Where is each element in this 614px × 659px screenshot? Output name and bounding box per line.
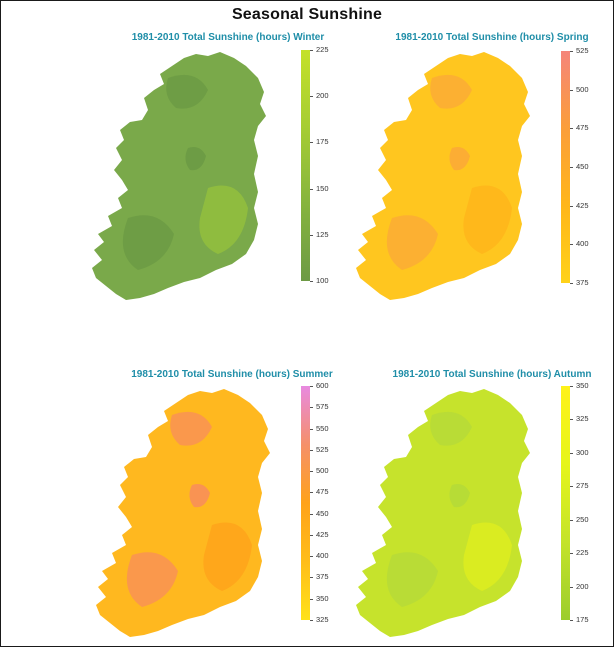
legend-tick-label: 175 — [576, 615, 589, 624]
legend-tick-mark — [310, 556, 313, 558]
legend-tick-label: 350 — [316, 593, 329, 603]
ireland-map-spring — [356, 52, 530, 300]
legend-tick-mark — [570, 586, 573, 588]
legend-tick-label: 500 — [316, 466, 329, 476]
legend-tick-mark — [570, 386, 573, 387]
legend-tick-label: 100 — [316, 276, 329, 285]
legend-tick-mark — [310, 50, 313, 51]
panel-summer: 1981-2010 Total Sunshine (hours) Summer … — [92, 369, 382, 659]
panel-winter: 1981-2010 Total Sunshine (hours) Winter … — [88, 32, 378, 322]
lough-neagh-region — [185, 147, 206, 171]
map-shading-region — [430, 74, 472, 109]
panel-title-spring: 1981-2010 Total Sunshine (hours) Spring — [395, 32, 589, 43]
legend-tick-label: 425 — [316, 529, 329, 539]
legend-tick-mark — [310, 471, 313, 473]
legend-tick-label: 175 — [316, 137, 329, 147]
panel-autumn: 1981-2010 Total Sunshine (hours) Autumn … — [352, 369, 614, 659]
legend-tick-mark — [310, 598, 313, 600]
legend-tick-label: 350 — [576, 381, 589, 390]
legend-tick-label: 450 — [576, 162, 589, 171]
map-shading-region — [386, 552, 438, 607]
map-shading-region — [166, 74, 208, 109]
legend-tick-label: 375 — [576, 278, 589, 287]
legend-tick-label: 500 — [576, 84, 589, 94]
legend-tick-mark — [310, 234, 313, 236]
legend-tick-mark — [570, 244, 573, 246]
legend-tick-mark — [570, 519, 573, 521]
legend-tick-label: 425 — [576, 200, 589, 210]
legend-tick-mark — [570, 452, 573, 454]
legend-tick-mark — [570, 167, 573, 168]
panel-title-summer: 1981-2010 Total Sunshine (hours) Summer — [131, 369, 333, 380]
legend-tick-label: 375 — [316, 572, 329, 582]
legend-tick-label: 300 — [576, 447, 589, 457]
legend-tick-mark — [570, 620, 573, 621]
ireland-map-autumn — [356, 389, 530, 637]
legend-tick-label: 475 — [576, 123, 589, 133]
legend-tick-mark — [310, 492, 313, 494]
legend-tick-mark — [310, 513, 313, 515]
legend-tick-mark — [310, 534, 313, 536]
legend-tick-label: 275 — [576, 481, 589, 491]
map-shading-region — [122, 215, 174, 270]
legend-tick-label: 400 — [576, 239, 589, 249]
legend-tick-label: 200 — [316, 91, 329, 101]
legend-tick-label: 250 — [576, 514, 589, 524]
lough-neagh-region — [449, 147, 470, 171]
legend-tick-label: 525 — [576, 46, 589, 55]
legend-tick-mark — [570, 89, 573, 91]
legend-tick-label: 575 — [316, 402, 329, 412]
legend-bar-summer — [301, 386, 310, 620]
map-shading-region — [386, 215, 438, 270]
legend-tick-label: 225 — [316, 45, 329, 54]
legend-tick-mark — [310, 577, 313, 579]
legend-bar-spring — [561, 51, 570, 283]
ireland-map-summer — [96, 389, 270, 637]
legend-tick-mark — [310, 428, 313, 430]
panel-title-autumn: 1981-2010 Total Sunshine (hours) Autumn — [392, 369, 592, 380]
map-shading-region — [170, 411, 212, 446]
legend-tick-mark — [310, 386, 313, 387]
legend-tick-mark — [570, 51, 573, 52]
legend-tick-mark — [570, 419, 573, 421]
legend-tick-mark — [570, 553, 573, 555]
legend-tick-mark — [310, 142, 313, 144]
lough-neagh-region — [189, 484, 210, 508]
map-shading-region — [126, 552, 178, 607]
legend-tick-mark — [310, 188, 313, 190]
lough-neagh-region — [449, 484, 470, 508]
figure-title: Seasonal Sunshine — [231, 6, 383, 23]
legend-bar-winter — [301, 50, 310, 281]
map-shading-region — [463, 185, 512, 254]
legend-tick-mark — [310, 281, 313, 282]
panel-spring: 1981-2010 Total Sunshine (hours) Spring … — [352, 32, 614, 322]
legend-tick-mark — [570, 205, 573, 207]
legend-tick-mark — [570, 486, 573, 488]
legend-tick-label: 475 — [316, 487, 329, 497]
map-shading-region — [203, 522, 252, 591]
legend-tick-label: 225 — [576, 548, 589, 558]
legend-tick-label: 525 — [316, 444, 329, 454]
legend-tick-label: 125 — [316, 229, 329, 239]
legend-tick-mark — [310, 449, 313, 451]
legend-tick-mark — [310, 96, 313, 98]
legend-tick-label: 325 — [576, 414, 589, 424]
legend-tick-label: 150 — [316, 183, 329, 193]
legend-tick-label: 450 — [316, 508, 329, 518]
legend-tick-label: 200 — [576, 581, 589, 591]
panel-title-winter: 1981-2010 Total Sunshine (hours) Winter — [131, 32, 325, 43]
legend-tick-mark — [570, 283, 573, 284]
legend-tick-mark — [310, 620, 313, 621]
legend-tick-label: 325 — [316, 615, 329, 624]
legend-bar-autumn — [561, 386, 570, 620]
legend-tick-mark — [570, 128, 573, 130]
legend-tick-mark — [310, 407, 313, 409]
map-shading-region — [199, 185, 248, 254]
legend-tick-label: 550 — [316, 423, 329, 433]
legend-tick-label: 600 — [316, 381, 329, 390]
legend-tick-label: 400 — [316, 551, 329, 561]
ireland-map-winter — [92, 52, 266, 300]
map-shading-region — [463, 522, 512, 591]
map-shading-region — [430, 411, 472, 446]
